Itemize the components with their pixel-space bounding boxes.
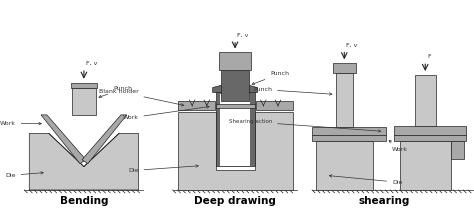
Text: Work: Work [389, 140, 408, 152]
Text: Punch: Punch [253, 87, 332, 95]
Bar [255, 101, 292, 110]
Text: Bending: Bending [60, 196, 108, 206]
Text: Punch: Punch [252, 72, 289, 85]
Bar [414, 75, 436, 126]
Polygon shape [82, 115, 127, 164]
Bar [394, 126, 466, 135]
Text: Punch: Punch [99, 86, 132, 98]
Text: F: F [427, 54, 431, 59]
Text: Deep drawing: Deep drawing [194, 196, 276, 206]
Bar [336, 73, 353, 126]
Text: Die: Die [5, 172, 43, 178]
Bar [219, 52, 251, 70]
Text: Die: Die [128, 165, 198, 173]
Polygon shape [41, 115, 86, 164]
Text: Shearing action: Shearing action [229, 119, 381, 132]
Bar [72, 88, 96, 115]
Polygon shape [29, 133, 138, 190]
Polygon shape [220, 94, 250, 166]
Bar [333, 63, 356, 73]
Bar [451, 141, 464, 159]
Bar [178, 101, 215, 110]
Text: F, v: F, v [346, 43, 357, 48]
Bar [400, 141, 451, 190]
Bar [221, 70, 249, 101]
Text: Work: Work [122, 106, 209, 120]
Bar [316, 141, 373, 190]
Bar [394, 135, 466, 141]
Text: F, v: F, v [237, 33, 248, 38]
Bar [312, 126, 386, 135]
Text: F, v: F, v [86, 61, 97, 66]
Text: Work: Work [0, 121, 41, 126]
Polygon shape [216, 90, 255, 166]
Polygon shape [178, 112, 292, 190]
Bar [216, 104, 255, 108]
Text: Die: Die [329, 175, 402, 185]
Polygon shape [213, 83, 257, 92]
Text: shearing: shearing [359, 196, 410, 206]
Text: Blank holder: Blank holder [99, 89, 184, 106]
Bar [71, 83, 97, 88]
Bar [312, 135, 386, 141]
